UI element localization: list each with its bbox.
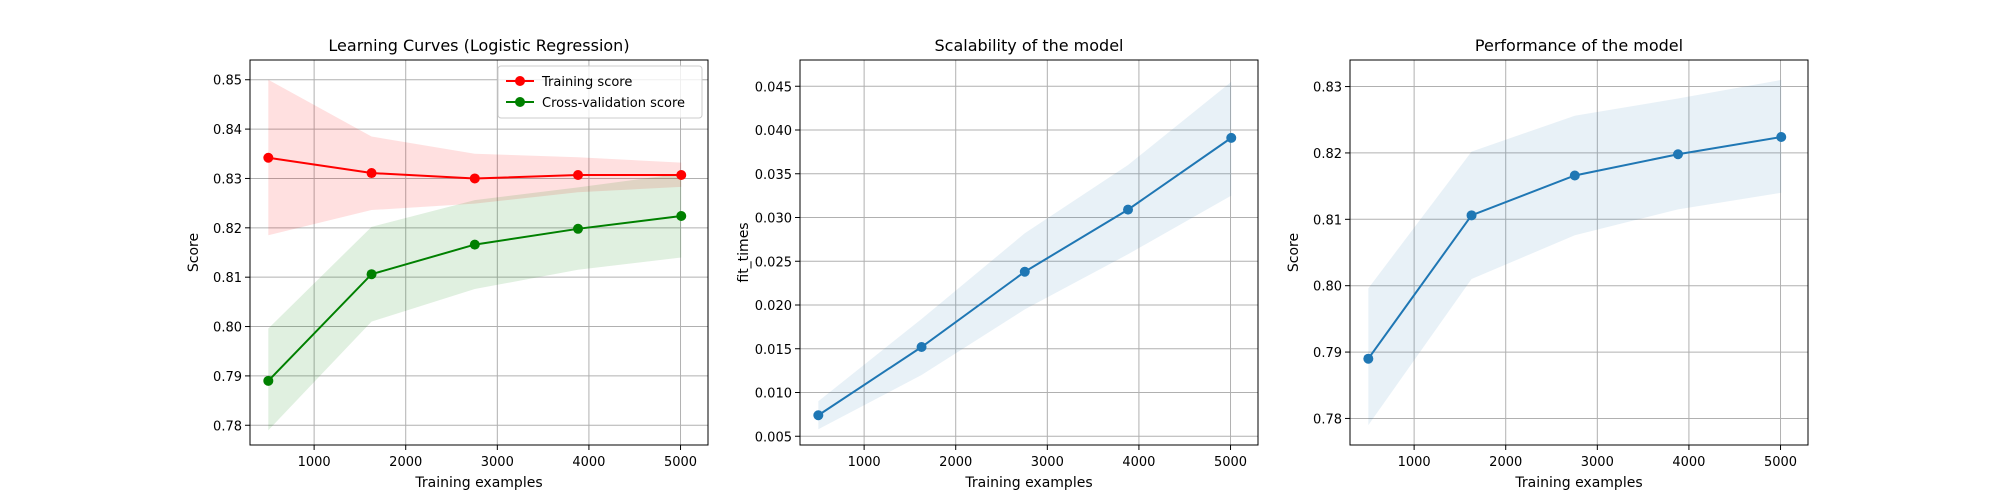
x-tick-label: 4000 bbox=[572, 455, 605, 470]
y-tick-label: 0.79 bbox=[213, 370, 242, 385]
x-tick-label: 5000 bbox=[1764, 455, 1797, 470]
series-1-point bbox=[676, 170, 687, 181]
x-tick-label: 2000 bbox=[389, 455, 422, 470]
series-2-point bbox=[263, 375, 274, 386]
series-1-point bbox=[916, 342, 927, 352]
chart-title: Learning Curves (Logistic Regression) bbox=[328, 36, 629, 55]
y-tick-label: 0.83 bbox=[213, 172, 242, 187]
x-tick-label: 3000 bbox=[481, 455, 514, 470]
x-tick-label: 1000 bbox=[848, 455, 881, 470]
y-tick-label: 0.030 bbox=[755, 212, 792, 227]
y-tick-label: 0.78 bbox=[213, 419, 242, 434]
series-2-point bbox=[366, 269, 377, 280]
y-tick-label: 0.80 bbox=[213, 321, 242, 336]
legend-entry: Training score bbox=[541, 75, 632, 90]
series-1-point bbox=[366, 168, 377, 179]
x-tick-label: 3000 bbox=[1031, 455, 1064, 470]
series-1-point bbox=[1466, 210, 1477, 221]
series-1-point bbox=[1123, 204, 1134, 215]
y-tick-label: 0.010 bbox=[755, 387, 792, 402]
chart-title: Performance of the model bbox=[1475, 36, 1683, 55]
series-1-point bbox=[1363, 353, 1374, 364]
x-tick-label: 4000 bbox=[1122, 455, 1155, 470]
y-tick-label: 0.83 bbox=[1313, 81, 1342, 96]
x-tick-label: 1000 bbox=[1398, 455, 1431, 470]
series-1-point bbox=[1776, 132, 1787, 142]
series-1-point bbox=[1673, 149, 1684, 160]
x-tick-label: 5000 bbox=[664, 455, 697, 470]
y-tick-label: 0.82 bbox=[1313, 147, 1342, 162]
y-axis-label: Score bbox=[186, 233, 202, 272]
y-tick-label: 0.045 bbox=[755, 80, 792, 95]
x-tick-label: 2000 bbox=[939, 455, 972, 470]
y-tick-label: 0.020 bbox=[755, 299, 792, 314]
y-tick-label: 0.035 bbox=[755, 168, 792, 183]
x-tick-label: 3000 bbox=[1581, 455, 1614, 470]
series-2-point bbox=[469, 239, 480, 250]
y-tick-label: 0.040 bbox=[755, 124, 792, 139]
series-1-point bbox=[813, 410, 824, 421]
legend-entry: Cross-validation score bbox=[542, 96, 685, 111]
y-tick-label: 0.79 bbox=[1313, 346, 1342, 361]
y-axis-label: fit_times bbox=[736, 222, 752, 282]
axes-frame bbox=[799, 59, 1259, 446]
series-2-band bbox=[268, 173, 682, 431]
y-tick-label: 0.82 bbox=[213, 222, 242, 237]
legend-box bbox=[497, 65, 703, 119]
x-axis-label: Training examples bbox=[964, 475, 1092, 491]
series-1-point bbox=[1019, 266, 1030, 277]
y-tick-label: 0.84 bbox=[213, 123, 242, 138]
y-tick-label: 0.85 bbox=[213, 74, 242, 89]
series-2-point bbox=[573, 223, 584, 234]
chart-1: 1000 2000 3000 4000 5000 0.78 0.79 0.80 0.81 0.82… bbox=[186, 36, 709, 491]
y-tick-label: 0.81 bbox=[213, 271, 242, 286]
legend: Training score Cross-validation score bbox=[497, 65, 703, 119]
x-tick-label: 4000 bbox=[1672, 455, 1705, 470]
series-1-point bbox=[1569, 170, 1580, 181]
y-tick-label: 0.015 bbox=[755, 343, 792, 358]
y-tick-label: 0.80 bbox=[1313, 280, 1342, 295]
y-tick-label: 0.81 bbox=[1313, 213, 1342, 228]
series-1-point bbox=[573, 170, 584, 181]
series-1-point bbox=[469, 173, 480, 184]
legend-swatch-marker bbox=[515, 97, 525, 107]
x-tick-label: 1000 bbox=[298, 455, 331, 470]
series-1-band bbox=[1368, 79, 1782, 426]
x-tick-label: 2000 bbox=[1489, 455, 1522, 470]
x-axis-label: Training examples bbox=[1514, 475, 1642, 491]
chart-title: Scalability of the model bbox=[935, 36, 1124, 55]
y-tick-label: 0.025 bbox=[755, 255, 792, 270]
series-2-point bbox=[676, 210, 687, 221]
series-1-point bbox=[1226, 132, 1237, 143]
y-tick-label: 0.78 bbox=[1313, 412, 1342, 427]
chart-3: 1000 2000 3000 4000 5000 0.78 0.79 0.80 0.81 0.82… bbox=[1286, 36, 1809, 491]
series-1-point bbox=[263, 152, 274, 163]
y-axis-label: Score bbox=[1286, 233, 1302, 272]
series-1-band bbox=[268, 79, 682, 236]
legend-swatch-marker bbox=[515, 76, 525, 86]
x-axis-label: Training examples bbox=[414, 475, 542, 491]
axes-frame bbox=[1349, 59, 1809, 446]
y-tick-label: 0.005 bbox=[755, 430, 792, 445]
axes-frame bbox=[249, 59, 709, 446]
x-tick-label: 5000 bbox=[1214, 455, 1247, 470]
chart-2: 1000 2000 3000 4000 5000 0.005 0.010 0.015 0.020… bbox=[736, 36, 1259, 491]
